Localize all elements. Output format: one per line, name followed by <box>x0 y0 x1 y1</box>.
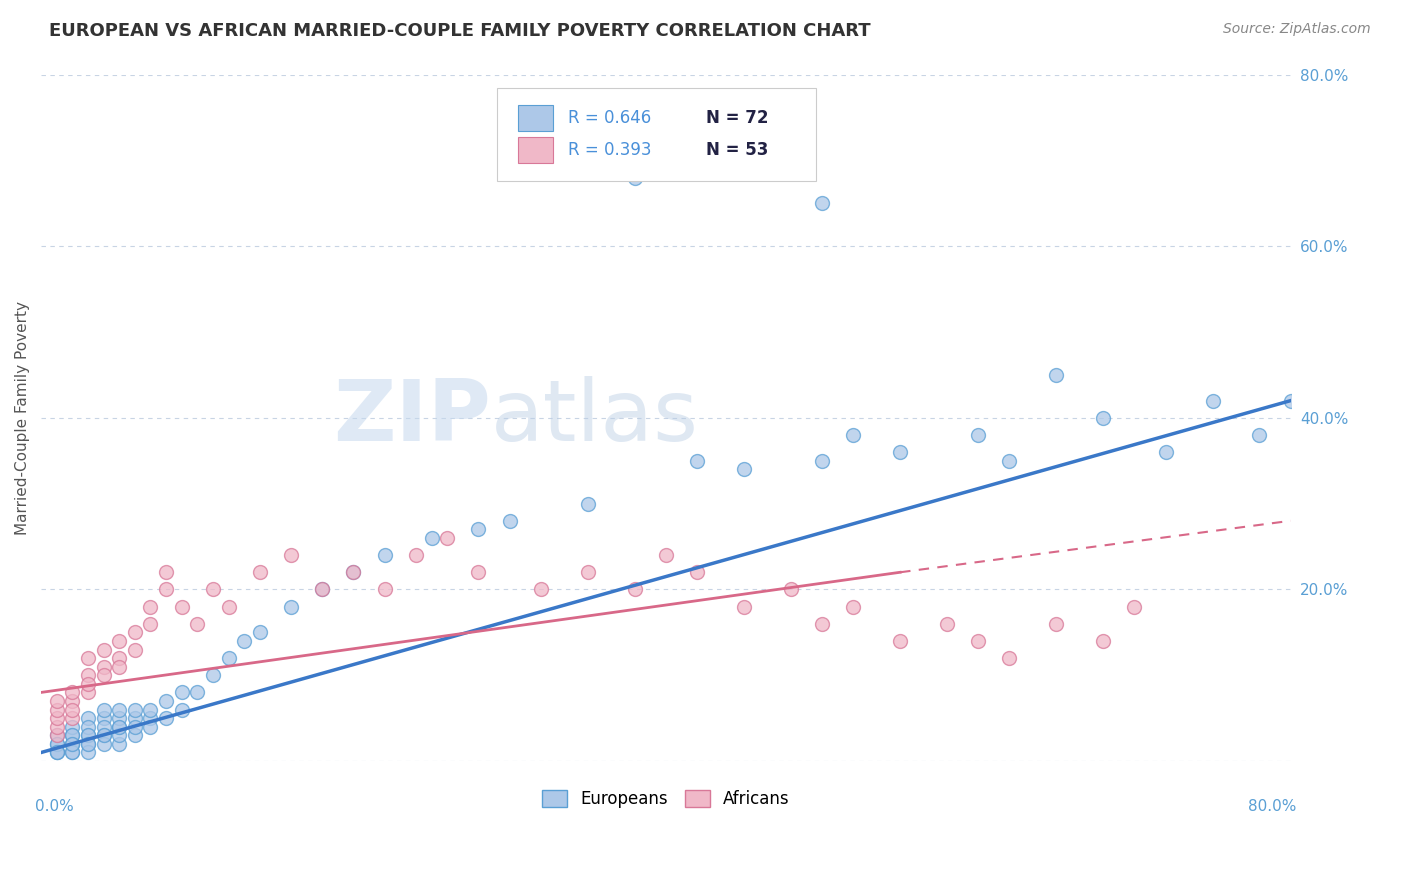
FancyBboxPatch shape <box>498 88 815 181</box>
Text: N = 53: N = 53 <box>706 141 768 159</box>
Y-axis label: Married-Couple Family Poverty: Married-Couple Family Poverty <box>15 301 30 535</box>
Text: 80.0%: 80.0% <box>1249 799 1296 814</box>
Text: Source: ZipAtlas.com: Source: ZipAtlas.com <box>1223 22 1371 37</box>
Text: EUROPEAN VS AFRICAN MARRIED-COUPLE FAMILY POVERTY CORRELATION CHART: EUROPEAN VS AFRICAN MARRIED-COUPLE FAMIL… <box>49 22 870 40</box>
Text: atlas: atlas <box>491 376 699 459</box>
Text: N = 72: N = 72 <box>706 109 768 127</box>
Text: 0.0%: 0.0% <box>35 799 73 814</box>
FancyBboxPatch shape <box>519 137 554 163</box>
Text: R = 0.393: R = 0.393 <box>568 141 652 159</box>
Legend: Europeans, Africans: Europeans, Africans <box>536 783 796 814</box>
FancyBboxPatch shape <box>519 104 554 131</box>
Text: R = 0.646: R = 0.646 <box>568 109 651 127</box>
Text: ZIP: ZIP <box>333 376 491 459</box>
